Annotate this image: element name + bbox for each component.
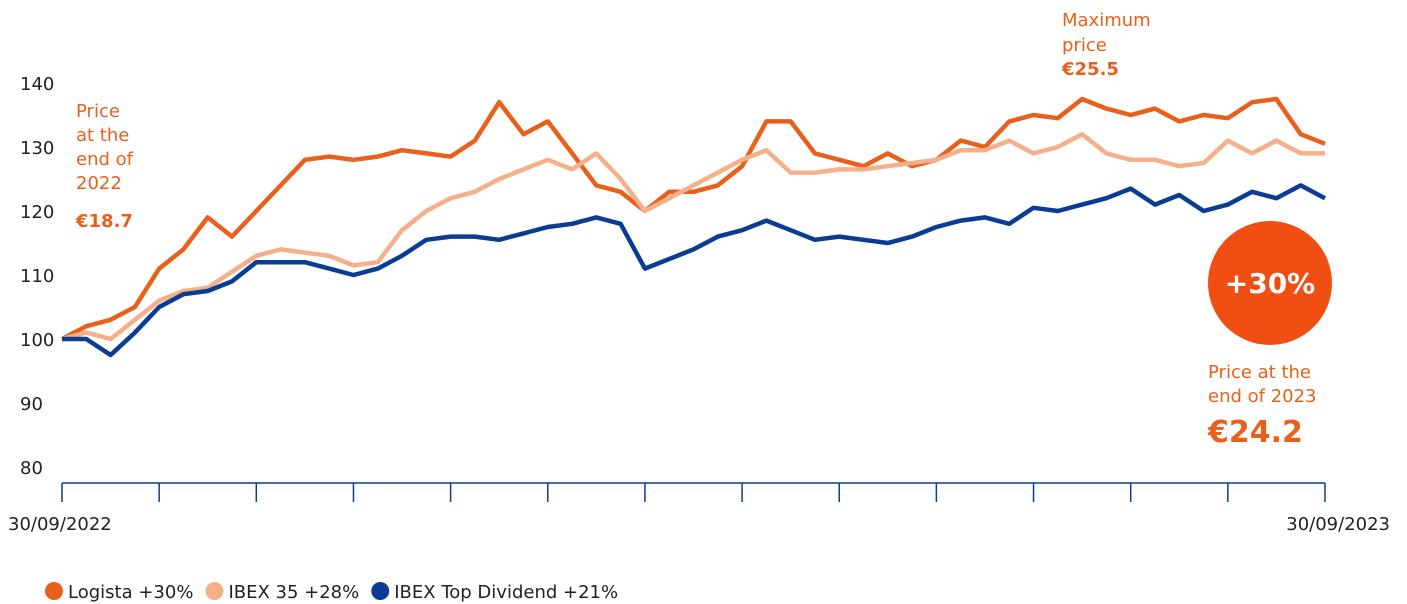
y-tick-label: 90 [20,394,43,415]
y-tick-label: 140 [20,74,54,95]
y-tick-label: 130 [20,138,54,159]
y-tick-label: 80 [20,458,43,479]
line-series [60,96,1326,341]
line-series [61,131,1325,342]
annotation-value: €18.7 [75,211,133,232]
y-tick-label: 110 [20,266,54,287]
legend-swatch [45,582,63,600]
legend-swatch [371,582,390,600]
annotation-value: €25.5 [1061,59,1119,80]
legend-label: IBEX 35 +28% [228,582,359,603]
legend-label: IBEX Top Dividend +21% [394,582,618,603]
x-tick-label: 30/09/2023 [1286,514,1390,535]
y-tick-label: 100 [20,330,54,351]
annotation: Price at the end of 2022 [76,101,134,194]
badge-label: +30% [1225,267,1315,300]
badge [1208,221,1332,345]
annotation: Price at the end of 2023 [1208,362,1317,407]
legend-swatch [205,582,224,600]
legend-label: Logista +30% [68,582,193,603]
annotation-value: €24.2 [1207,415,1303,450]
line-series [62,183,1327,358]
annotation: Maximum price [1062,10,1151,56]
annotations: Price at the end of 2022 €18.7 Maximum price… [75,10,1332,450]
x-tick-label: 30/09/2022 [8,514,112,535]
y-tick-label: 120 [20,202,54,223]
